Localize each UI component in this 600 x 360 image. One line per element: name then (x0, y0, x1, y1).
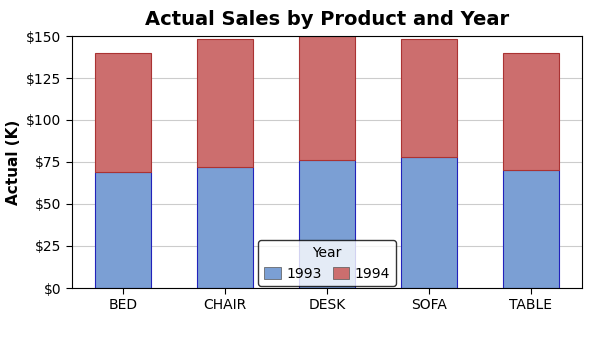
Y-axis label: Actual (K): Actual (K) (6, 120, 21, 204)
Title: Actual Sales by Product and Year: Actual Sales by Product and Year (145, 10, 509, 29)
Legend: 1993, 1994: 1993, 1994 (258, 240, 396, 286)
Bar (197, 39, 253, 167)
Bar (503, 53, 559, 170)
Bar (503, 170, 559, 288)
Bar (299, 36, 355, 160)
Bar (197, 167, 253, 288)
Bar (299, 160, 355, 288)
Bar (401, 157, 457, 288)
Bar (401, 39, 457, 157)
Bar (95, 172, 151, 288)
Bar (95, 53, 151, 172)
